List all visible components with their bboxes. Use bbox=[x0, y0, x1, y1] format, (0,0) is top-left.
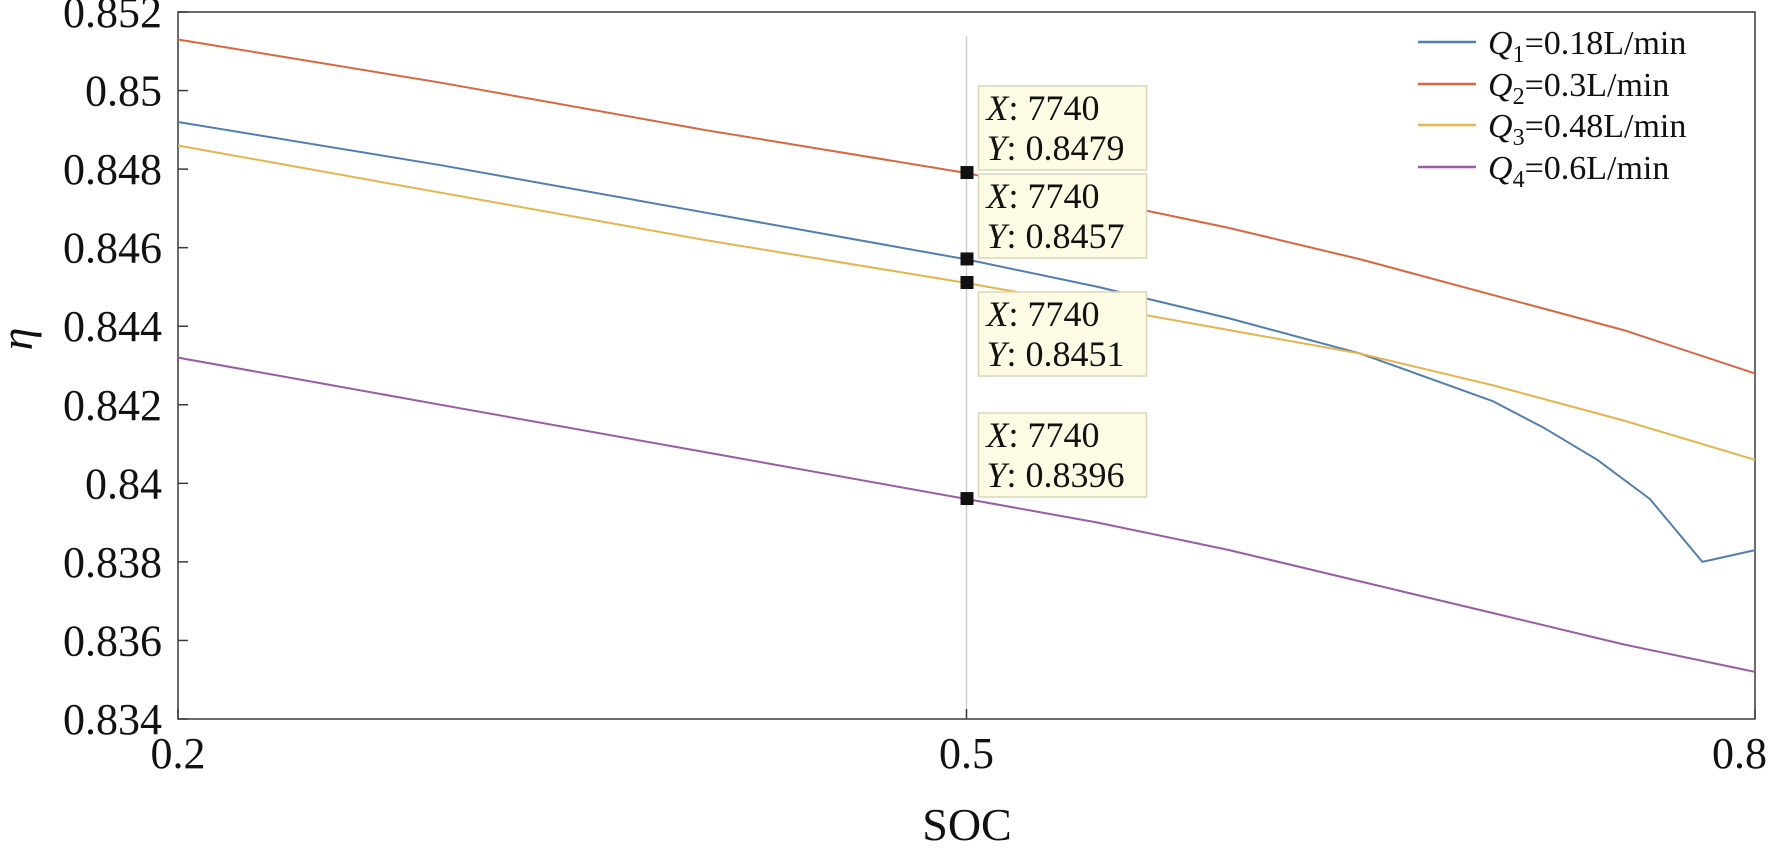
x-tick-label: 0.2 bbox=[151, 729, 206, 778]
datatip-x-label: X bbox=[985, 294, 1011, 334]
datatip-x-value: : 7740 bbox=[1009, 88, 1100, 128]
datatip-box bbox=[977, 412, 1148, 498]
x-tick-label: 0.8 bbox=[1712, 729, 1767, 778]
datatip-x-text: X: 7740 bbox=[985, 176, 1100, 216]
datatip-marker bbox=[960, 166, 974, 180]
datatip-y-value: : 0.8451 bbox=[1007, 334, 1125, 374]
legend-entry-q1: Q1=0.18L/min bbox=[1418, 25, 1686, 68]
datatip-x-value: : 7740 bbox=[1009, 415, 1100, 455]
legend-label: Q3=0.48L/min bbox=[1488, 108, 1686, 151]
y-tick-label: 0.852 bbox=[63, 0, 162, 37]
datatip-box bbox=[977, 291, 1148, 377]
datatip-x-label: X bbox=[985, 176, 1011, 216]
datatip-y-value: : 0.8396 bbox=[1007, 455, 1125, 495]
datatip-y-value: : 0.8479 bbox=[1007, 128, 1125, 168]
y-tick-label: 0.836 bbox=[63, 616, 162, 665]
y-tick-label: 0.848 bbox=[63, 145, 162, 194]
datatip-y-label: Y bbox=[987, 216, 1011, 256]
datatip-y-label: Y bbox=[987, 128, 1011, 168]
datatip-y-value: : 0.8457 bbox=[1007, 216, 1125, 256]
y-tick-label: 0.842 bbox=[63, 381, 162, 430]
datatip-y-text: Y: 0.8396 bbox=[987, 455, 1125, 495]
x-axis-label: SOC bbox=[922, 799, 1011, 850]
x-tick-label: 0.5 bbox=[939, 729, 994, 778]
y-tick-label: 0.85 bbox=[85, 67, 162, 116]
legend-entry-q2: Q2=0.3L/min bbox=[1418, 67, 1669, 110]
series-layer bbox=[177, 38, 1756, 673]
legend-entry-q4: Q4=0.6L/min bbox=[1418, 150, 1669, 193]
series-line-q4 bbox=[177, 356, 1756, 673]
legend-label: Q4=0.6L/min bbox=[1488, 150, 1669, 193]
datatip-x-label: X bbox=[985, 88, 1011, 128]
y-axis-label: η bbox=[0, 328, 42, 351]
datatip-box bbox=[977, 85, 1148, 171]
datatip-x-value: : 7740 bbox=[1009, 176, 1100, 216]
datatip-marker bbox=[960, 276, 974, 290]
legend-label: Q1=0.18L/min bbox=[1488, 25, 1686, 68]
y-tick-label: 0.84 bbox=[85, 459, 162, 508]
datatip-marker bbox=[960, 252, 974, 266]
datatip-x-label: X bbox=[985, 415, 1011, 455]
datatip-y-text: Y: 0.8479 bbox=[987, 128, 1125, 168]
y-tick-label: 0.846 bbox=[63, 224, 162, 273]
datatip-x-text: X: 7740 bbox=[985, 88, 1100, 128]
datatip-marker bbox=[960, 492, 974, 506]
datatip-y-label: Y bbox=[987, 455, 1011, 495]
y-tick-label: 0.838 bbox=[63, 538, 162, 587]
series-line-q2 bbox=[177, 38, 1756, 375]
axes-layer: 0.852 0.85 0.848 0.846 0.844 0.842 0.84 0.838 0.… bbox=[63, 0, 1767, 778]
legend-label: Q2=0.3L/min bbox=[1488, 67, 1669, 110]
y-tick-label: 0.844 bbox=[63, 302, 162, 351]
y-tick-label: 0.834 bbox=[63, 695, 162, 744]
datatip-x-text: X: 7740 bbox=[985, 294, 1100, 334]
datatip-y-label: Y bbox=[987, 334, 1011, 374]
datatip-y-text: Y: 0.8457 bbox=[987, 216, 1125, 256]
series-line-q3 bbox=[177, 144, 1756, 461]
legend: Q1=0.18L/minQ2=0.3L/minQ3=0.48L/minQ4=0.… bbox=[1418, 25, 1686, 193]
legend-entry-q3: Q3=0.48L/min bbox=[1418, 108, 1686, 151]
datatip-y-text: Y: 0.8451 bbox=[987, 334, 1125, 374]
datatip-x-value: : 7740 bbox=[1009, 294, 1100, 334]
datatip-x-text: X: 7740 bbox=[985, 415, 1100, 455]
datatip-box bbox=[977, 173, 1148, 259]
